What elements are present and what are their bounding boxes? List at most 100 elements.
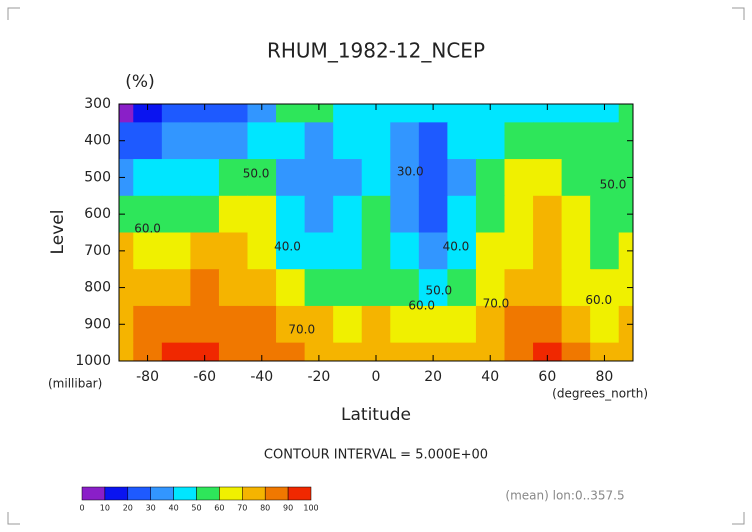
cell <box>618 269 633 307</box>
cell <box>190 122 220 160</box>
cell <box>618 305 633 344</box>
cell <box>190 342 220 361</box>
cell <box>333 122 363 160</box>
cell <box>161 305 191 344</box>
x-tick-label: -60 <box>193 369 216 385</box>
cell <box>390 195 420 234</box>
x-unit: (degrees_north) <box>552 387 648 401</box>
cell <box>447 269 477 307</box>
cell <box>618 342 633 361</box>
contour-label: 40.0 <box>274 240 301 254</box>
cell <box>133 195 163 234</box>
cell <box>333 269 363 307</box>
cell <box>190 159 220 197</box>
y-tick-label: 300 <box>84 96 111 112</box>
cell <box>561 195 591 234</box>
contour-label: 30.0 <box>397 164 424 178</box>
cell <box>333 104 363 123</box>
cell <box>447 159 477 197</box>
cell <box>133 159 163 197</box>
cell <box>218 104 249 123</box>
cell <box>247 159 277 197</box>
cell <box>190 269 220 307</box>
cell <box>418 305 448 344</box>
x-tick-label: -20 <box>307 369 330 385</box>
colorbar-label: 20 <box>123 504 133 513</box>
colorbar-swatch <box>264 486 289 501</box>
cell <box>304 305 334 344</box>
cell <box>504 195 534 234</box>
cell <box>447 104 477 123</box>
cell <box>133 269 163 307</box>
cell <box>161 104 191 123</box>
x-axis-title: Latitude <box>341 405 411 425</box>
corner-marks <box>7 7 745 525</box>
y-tick-label: 500 <box>84 169 111 185</box>
colorbar-swatch <box>219 486 243 501</box>
cell <box>504 342 534 361</box>
cell <box>361 159 391 197</box>
cell <box>247 232 277 270</box>
cell <box>276 122 306 160</box>
cell <box>590 195 620 234</box>
cell <box>119 159 134 197</box>
cell <box>504 269 534 307</box>
cell <box>276 269 306 307</box>
cell <box>247 122 277 160</box>
cell <box>590 232 620 270</box>
y-tick-label: 400 <box>84 133 111 149</box>
cell <box>533 122 563 160</box>
cell <box>161 269 191 307</box>
cell <box>161 159 191 197</box>
cell <box>119 342 134 361</box>
cell <box>390 104 420 123</box>
cell <box>218 195 249 234</box>
cell <box>276 104 306 123</box>
cell <box>390 342 420 361</box>
cell <box>190 104 220 123</box>
cell <box>504 305 534 344</box>
cell <box>304 232 334 270</box>
cell <box>133 122 163 160</box>
cell <box>190 232 220 270</box>
contour-label: 50.0 <box>425 284 452 298</box>
cell <box>133 104 163 123</box>
colorbar-swatch <box>127 486 151 501</box>
cell <box>333 159 363 197</box>
colorbar-swatch <box>81 486 106 501</box>
cell <box>475 269 506 307</box>
cell <box>390 159 420 197</box>
colorbar-label: 100 <box>303 504 318 513</box>
cell <box>561 305 591 344</box>
cell <box>618 122 633 160</box>
cell <box>418 159 448 197</box>
cell <box>418 269 448 307</box>
cell <box>418 122 448 160</box>
cell <box>218 269 249 307</box>
cell <box>561 232 591 270</box>
cell <box>390 122 420 160</box>
cell <box>361 342 391 361</box>
cell <box>133 342 163 361</box>
cell <box>161 342 191 361</box>
cell <box>447 122 477 160</box>
cell <box>247 104 277 123</box>
cell <box>161 122 191 160</box>
contour-label: 60.0 <box>134 221 161 235</box>
cell <box>247 342 277 361</box>
cell <box>304 122 334 160</box>
cell <box>418 195 448 234</box>
cell <box>504 159 534 197</box>
cell <box>119 195 134 234</box>
y-tick-label: 800 <box>84 280 111 296</box>
note: (mean) lon:0..357.5 <box>505 489 624 503</box>
cell <box>618 159 633 197</box>
cell <box>618 104 633 123</box>
y-tick-label: 600 <box>84 206 111 222</box>
cell <box>276 232 306 270</box>
colorbar-swatch <box>287 486 312 501</box>
cell <box>590 305 620 344</box>
contour-label: 70.0 <box>483 297 510 311</box>
colorbar-label: 50 <box>191 504 201 513</box>
